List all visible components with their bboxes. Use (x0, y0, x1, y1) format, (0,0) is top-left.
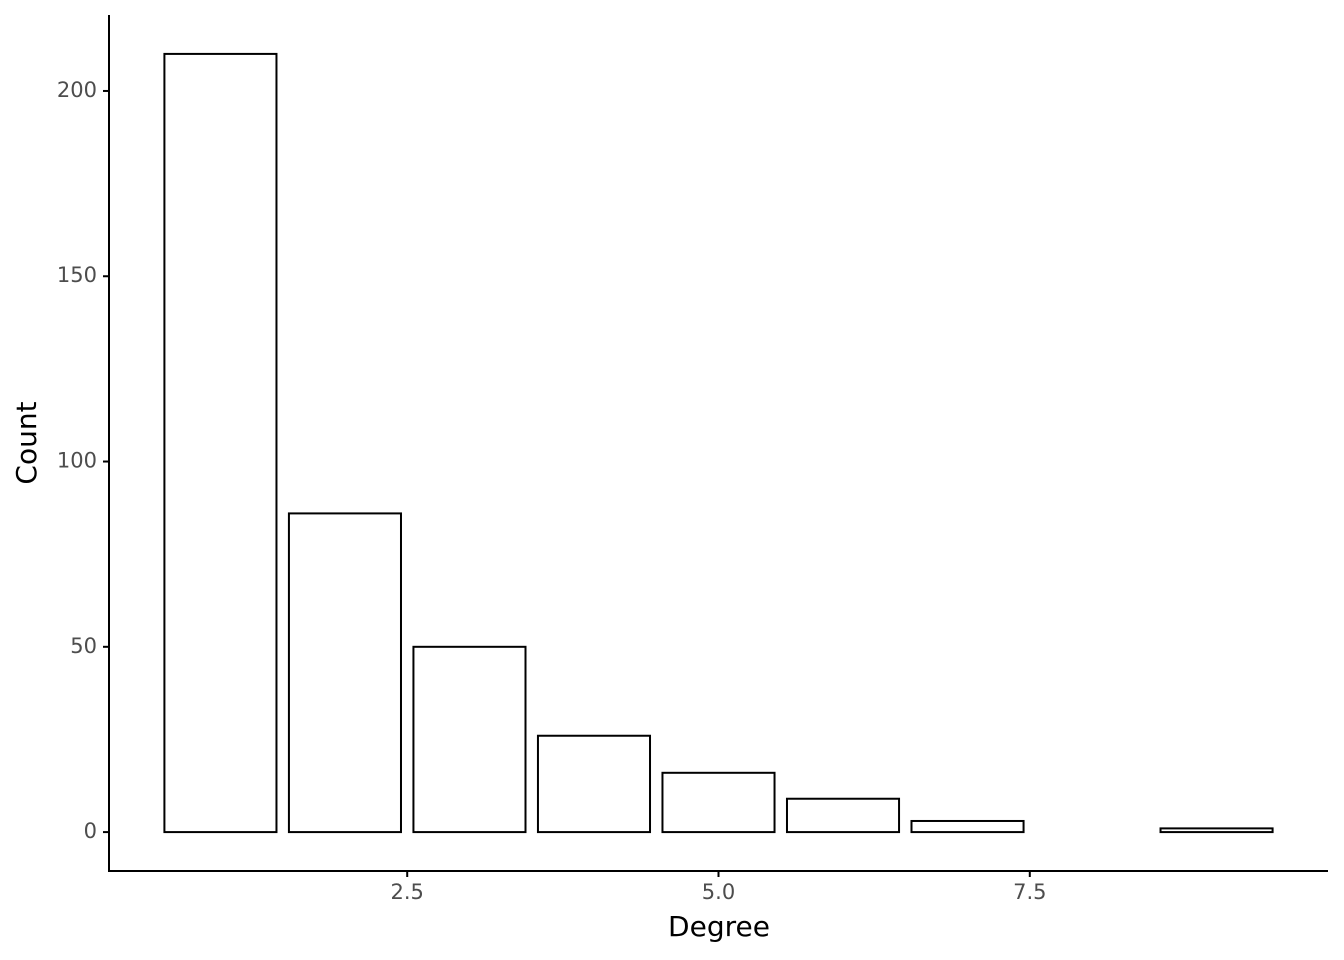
bar (1159, 827, 1274, 834)
y-tick-label: 0 (84, 819, 97, 843)
y-tick-label: 150 (57, 263, 97, 287)
y-tick-label: 200 (57, 78, 97, 102)
bar (661, 771, 776, 834)
x-tick-label: 2.5 (391, 880, 424, 904)
x-tick-label: 5.0 (702, 880, 735, 904)
bar (910, 819, 1025, 834)
bar (163, 52, 278, 834)
y-tick-label: 100 (57, 449, 97, 473)
y-tick-label: 50 (70, 634, 97, 658)
bar (412, 645, 527, 834)
bar (536, 734, 652, 834)
bar (785, 797, 901, 834)
x-axis-title: Degree (668, 910, 770, 943)
x-tick-label: 7.5 (1013, 880, 1046, 904)
bar (287, 512, 402, 834)
y-axis-title: Count (10, 401, 43, 484)
